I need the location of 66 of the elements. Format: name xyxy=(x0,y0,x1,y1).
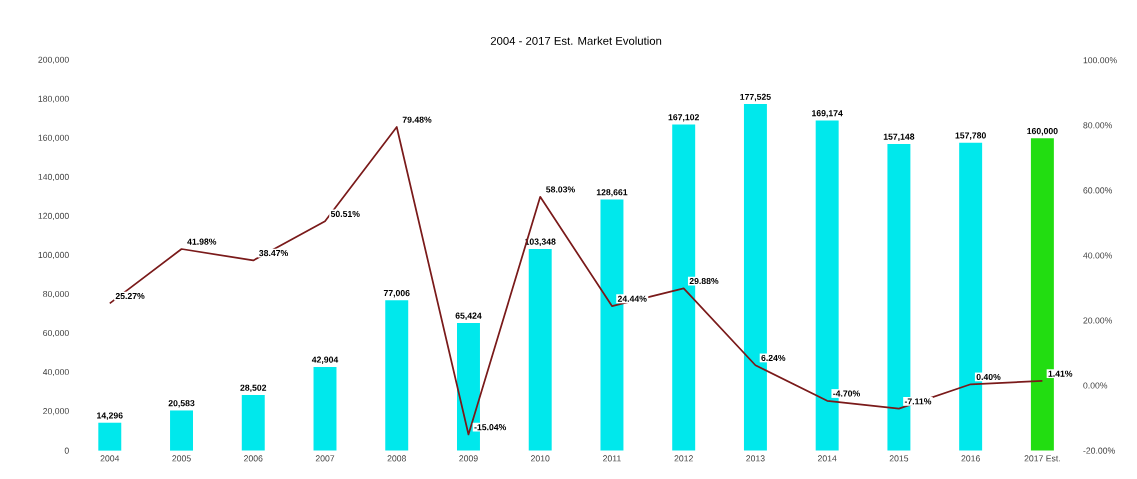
y2-tick-label: 0.00% xyxy=(1083,382,1108,389)
data-label: 177,525 xyxy=(740,93,771,102)
x-tick-label: 2012 xyxy=(674,455,693,462)
data-label: -15.04% xyxy=(474,424,507,431)
data-label: 167,102 xyxy=(668,114,699,122)
data-label: 77,006 xyxy=(383,290,410,298)
y-tick-label: 100,000 xyxy=(38,251,69,259)
y2-tick-label: 40.00% xyxy=(1083,252,1112,259)
y-tick-label: 120,000 xyxy=(38,212,69,220)
data-label: 128,661 xyxy=(596,189,628,197)
bar xyxy=(98,422,122,451)
data-label: -4.70% xyxy=(833,390,860,397)
data-label: 42,904 xyxy=(311,356,339,364)
y-tick-label: 40,000 xyxy=(42,368,69,377)
data-label: 6.24% xyxy=(761,354,786,361)
data-label: 157,780 xyxy=(955,132,986,140)
data-label: 38.47% xyxy=(259,250,288,257)
data-label: 41.98% xyxy=(187,238,217,245)
x-tick-label: 2011 xyxy=(603,455,621,462)
data-label: -7.11% xyxy=(904,398,932,405)
y-tick-label: 80,000 xyxy=(43,290,69,299)
y2-tick-label: 80.00% xyxy=(1083,122,1112,129)
y2-tick-label: 60.00% xyxy=(1083,187,1112,194)
data-label: 14,296 xyxy=(97,412,123,420)
data-label: 50.51% xyxy=(330,210,360,217)
data-label: 24.44% xyxy=(617,295,647,302)
y-tick-label: 20,000 xyxy=(43,408,69,416)
x-tick-label: 2017 Est. xyxy=(1024,455,1060,462)
bar xyxy=(313,366,337,451)
data-label: 157,148 xyxy=(883,133,915,141)
data-label: 58.03% xyxy=(546,186,575,193)
data-label: 28,502 xyxy=(240,384,267,393)
bar xyxy=(170,410,193,451)
y2-tick-label: 100.00% xyxy=(1083,57,1117,64)
x-tick-label: 2016 xyxy=(961,455,980,462)
x-tick-label: 2009 xyxy=(459,455,478,462)
data-label: 25.27% xyxy=(115,292,145,300)
y2-tick-label: -20.00% xyxy=(1083,447,1115,454)
bar xyxy=(528,248,552,451)
y-tick-label: 160,000 xyxy=(38,134,69,142)
data-label: 160,000 xyxy=(1027,128,1058,136)
y-tick-label: 200,000 xyxy=(38,56,69,64)
data-label: 20,583 xyxy=(168,400,195,408)
x-tick-label: 2006 xyxy=(244,455,263,462)
x-tick-label: 2015 xyxy=(889,455,909,462)
x-tick-label: 2007 xyxy=(315,455,335,462)
y-tick-label: 180,000 xyxy=(38,95,69,103)
data-label: 65,424 xyxy=(455,312,482,320)
data-label: 0.40% xyxy=(976,373,1001,380)
x-tick-label: 2014 xyxy=(817,455,837,462)
x-tick-label: 2010 xyxy=(531,455,550,462)
y2-tick-label: 20.00% xyxy=(1083,317,1112,324)
data-label: 29.88% xyxy=(689,277,719,285)
y-tick-label: 140,000 xyxy=(38,173,69,181)
data-label: 1.41% xyxy=(1048,370,1073,377)
y-tick-label: 60,000 xyxy=(43,329,69,338)
x-tick-label: 2008 xyxy=(387,455,406,462)
chart-title: 2004 - 2017 Est. Market Evolution xyxy=(490,36,662,45)
bar xyxy=(241,394,265,451)
x-tick-label: 2005 xyxy=(172,455,191,462)
data-label: 169,174 xyxy=(812,110,843,118)
data-label: 79.48% xyxy=(402,116,432,123)
y-tick-label: 0 xyxy=(64,447,69,454)
x-tick-label: 2004 xyxy=(100,455,120,462)
x-tick-label: 2013 xyxy=(746,455,765,462)
bar xyxy=(385,300,409,451)
